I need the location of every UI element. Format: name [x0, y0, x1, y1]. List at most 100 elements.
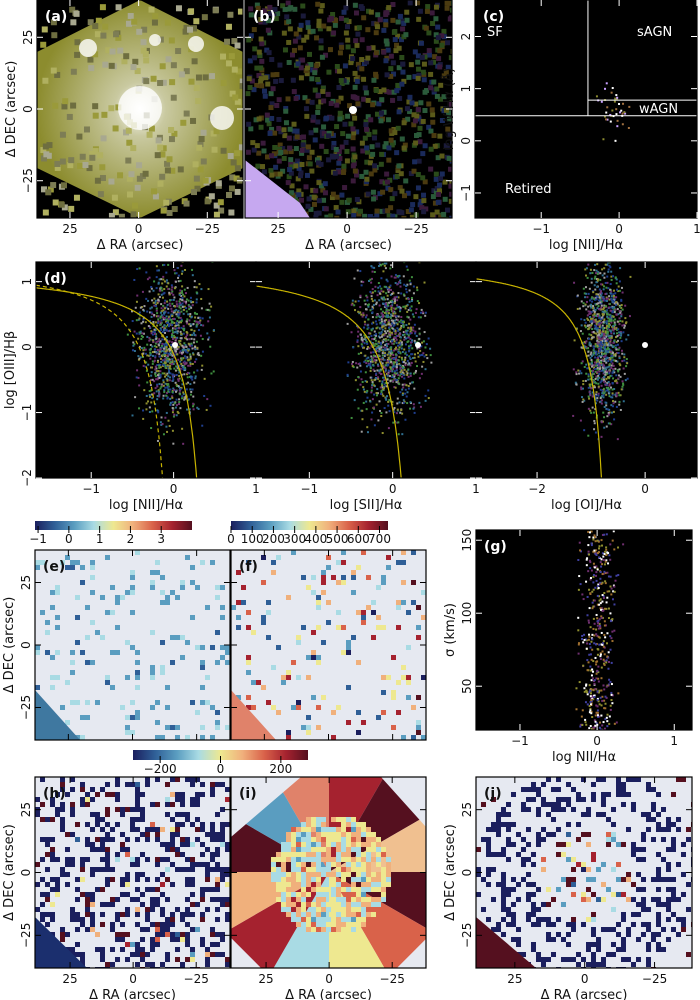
image-pixel — [108, 62, 115, 69]
data-point — [173, 327, 176, 330]
data-point — [592, 349, 595, 352]
data-point — [590, 305, 593, 308]
data-point — [412, 357, 415, 360]
data-point — [136, 369, 139, 372]
data-point — [408, 355, 411, 358]
data-point — [589, 299, 592, 302]
data-point — [145, 271, 148, 274]
image-pixel — [286, 39, 292, 45]
data-point — [148, 406, 151, 409]
data-point — [606, 281, 609, 284]
data-point — [610, 290, 613, 293]
image-pixel — [299, 147, 305, 153]
data-point — [595, 344, 598, 347]
data-point — [604, 373, 607, 376]
data-point — [152, 322, 155, 325]
data-point — [389, 336, 392, 339]
data-point — [387, 338, 390, 341]
image-pixel — [341, 163, 347, 169]
data-point — [192, 332, 195, 335]
image-pixel — [265, 18, 271, 24]
data-point — [146, 278, 149, 281]
data-point — [189, 361, 192, 364]
image-pixel — [395, 82, 401, 88]
data-point — [148, 395, 151, 398]
data-point — [199, 319, 202, 322]
data-point — [597, 352, 600, 355]
data-point — [165, 315, 168, 318]
data-point — [165, 339, 168, 342]
image-pixel — [234, 42, 241, 49]
data-point — [366, 426, 369, 429]
data-point — [399, 308, 402, 311]
data-point — [177, 368, 180, 371]
data-point — [183, 398, 186, 401]
image-pixel — [288, 149, 294, 155]
data-point — [141, 336, 144, 339]
map-pixel — [311, 655, 316, 660]
data-point — [165, 377, 168, 380]
data-point — [391, 374, 394, 377]
image-pixel — [309, 76, 315, 82]
data-point — [166, 300, 169, 303]
data-point — [405, 384, 408, 387]
data-point — [177, 274, 180, 277]
data-point — [168, 293, 171, 296]
data-point — [600, 379, 603, 382]
data-point — [592, 309, 595, 312]
image-pixel — [213, 202, 220, 209]
data-point — [179, 388, 182, 391]
data-point — [139, 332, 142, 335]
data-point — [132, 341, 135, 344]
image-pixel — [399, 210, 405, 216]
data-point — [613, 306, 616, 309]
image-pixel — [266, 121, 272, 127]
image-pixel — [248, 126, 254, 132]
data-point — [411, 339, 414, 342]
image-pixel — [448, 101, 452, 107]
data-point — [586, 317, 589, 320]
image-pixel — [131, 18, 138, 25]
data-point — [161, 289, 164, 292]
image-pixel — [429, 10, 435, 16]
data-point — [412, 285, 415, 288]
data-point — [161, 422, 164, 425]
data-point — [414, 371, 417, 374]
data-point — [161, 384, 164, 387]
data-point — [591, 271, 594, 274]
data-point — [614, 400, 617, 403]
data-point — [402, 366, 405, 369]
data-point — [609, 309, 612, 312]
data-point — [606, 331, 609, 334]
data-point — [191, 333, 194, 336]
image-pixel — [200, 129, 207, 136]
data-point — [181, 270, 184, 273]
data-point — [408, 289, 411, 292]
data-point — [596, 334, 599, 337]
data-point — [138, 345, 141, 348]
data-point — [596, 339, 599, 342]
data-point — [381, 298, 384, 301]
data-point — [159, 348, 162, 351]
data-point — [189, 375, 192, 378]
data-point — [210, 305, 213, 308]
image-pixel — [417, 125, 423, 131]
data-point — [380, 349, 383, 352]
data-point — [391, 322, 394, 325]
map-pixel — [200, 685, 205, 690]
data-point — [134, 306, 137, 309]
data-point — [380, 392, 383, 395]
image-pixel — [263, 75, 269, 81]
data-point — [383, 264, 386, 267]
map-pixel — [195, 710, 200, 715]
data-point — [159, 373, 162, 376]
data-point — [180, 272, 183, 275]
data-point — [596, 397, 599, 400]
data-point — [179, 279, 182, 282]
image-pixel — [288, 157, 294, 163]
data-point — [390, 319, 393, 322]
data-point — [391, 357, 394, 360]
image-pixel — [359, 57, 365, 63]
data-point — [142, 409, 145, 412]
